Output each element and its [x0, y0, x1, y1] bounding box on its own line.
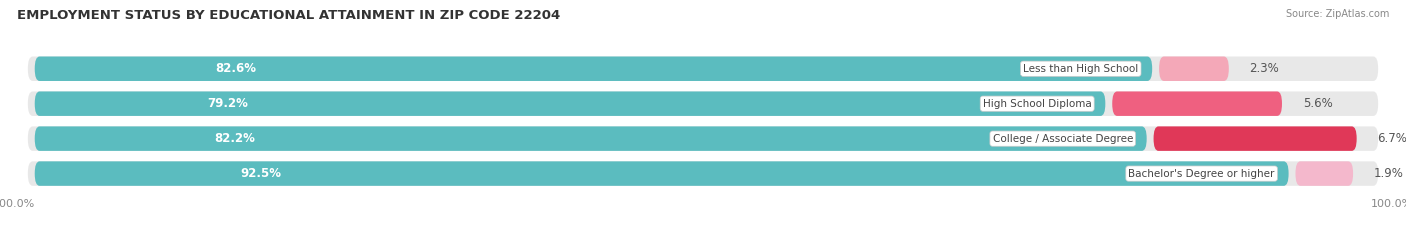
FancyBboxPatch shape: [1112, 92, 1282, 116]
Text: 82.6%: 82.6%: [215, 62, 256, 75]
FancyBboxPatch shape: [28, 57, 1378, 81]
FancyBboxPatch shape: [1153, 127, 1357, 151]
FancyBboxPatch shape: [28, 127, 1378, 151]
FancyBboxPatch shape: [35, 161, 1289, 186]
FancyBboxPatch shape: [35, 57, 1152, 81]
Text: 6.7%: 6.7%: [1378, 132, 1406, 145]
FancyBboxPatch shape: [35, 127, 1147, 151]
Text: College / Associate Degree: College / Associate Degree: [993, 134, 1133, 144]
Text: 82.2%: 82.2%: [215, 132, 256, 145]
Text: High School Diploma: High School Diploma: [983, 99, 1091, 109]
Text: 92.5%: 92.5%: [240, 167, 281, 180]
Text: EMPLOYMENT STATUS BY EDUCATIONAL ATTAINMENT IN ZIP CODE 22204: EMPLOYMENT STATUS BY EDUCATIONAL ATTAINM…: [17, 9, 560, 22]
FancyBboxPatch shape: [35, 92, 1105, 116]
Text: 79.2%: 79.2%: [207, 97, 247, 110]
FancyBboxPatch shape: [28, 92, 1378, 116]
FancyBboxPatch shape: [1159, 57, 1229, 81]
FancyBboxPatch shape: [1295, 161, 1353, 186]
Text: Source: ZipAtlas.com: Source: ZipAtlas.com: [1285, 9, 1389, 19]
Text: 2.3%: 2.3%: [1250, 62, 1279, 75]
Text: 1.9%: 1.9%: [1374, 167, 1403, 180]
FancyBboxPatch shape: [28, 161, 1378, 186]
Text: Less than High School: Less than High School: [1024, 64, 1139, 74]
Text: 5.6%: 5.6%: [1302, 97, 1333, 110]
Text: Bachelor's Degree or higher: Bachelor's Degree or higher: [1129, 169, 1275, 178]
